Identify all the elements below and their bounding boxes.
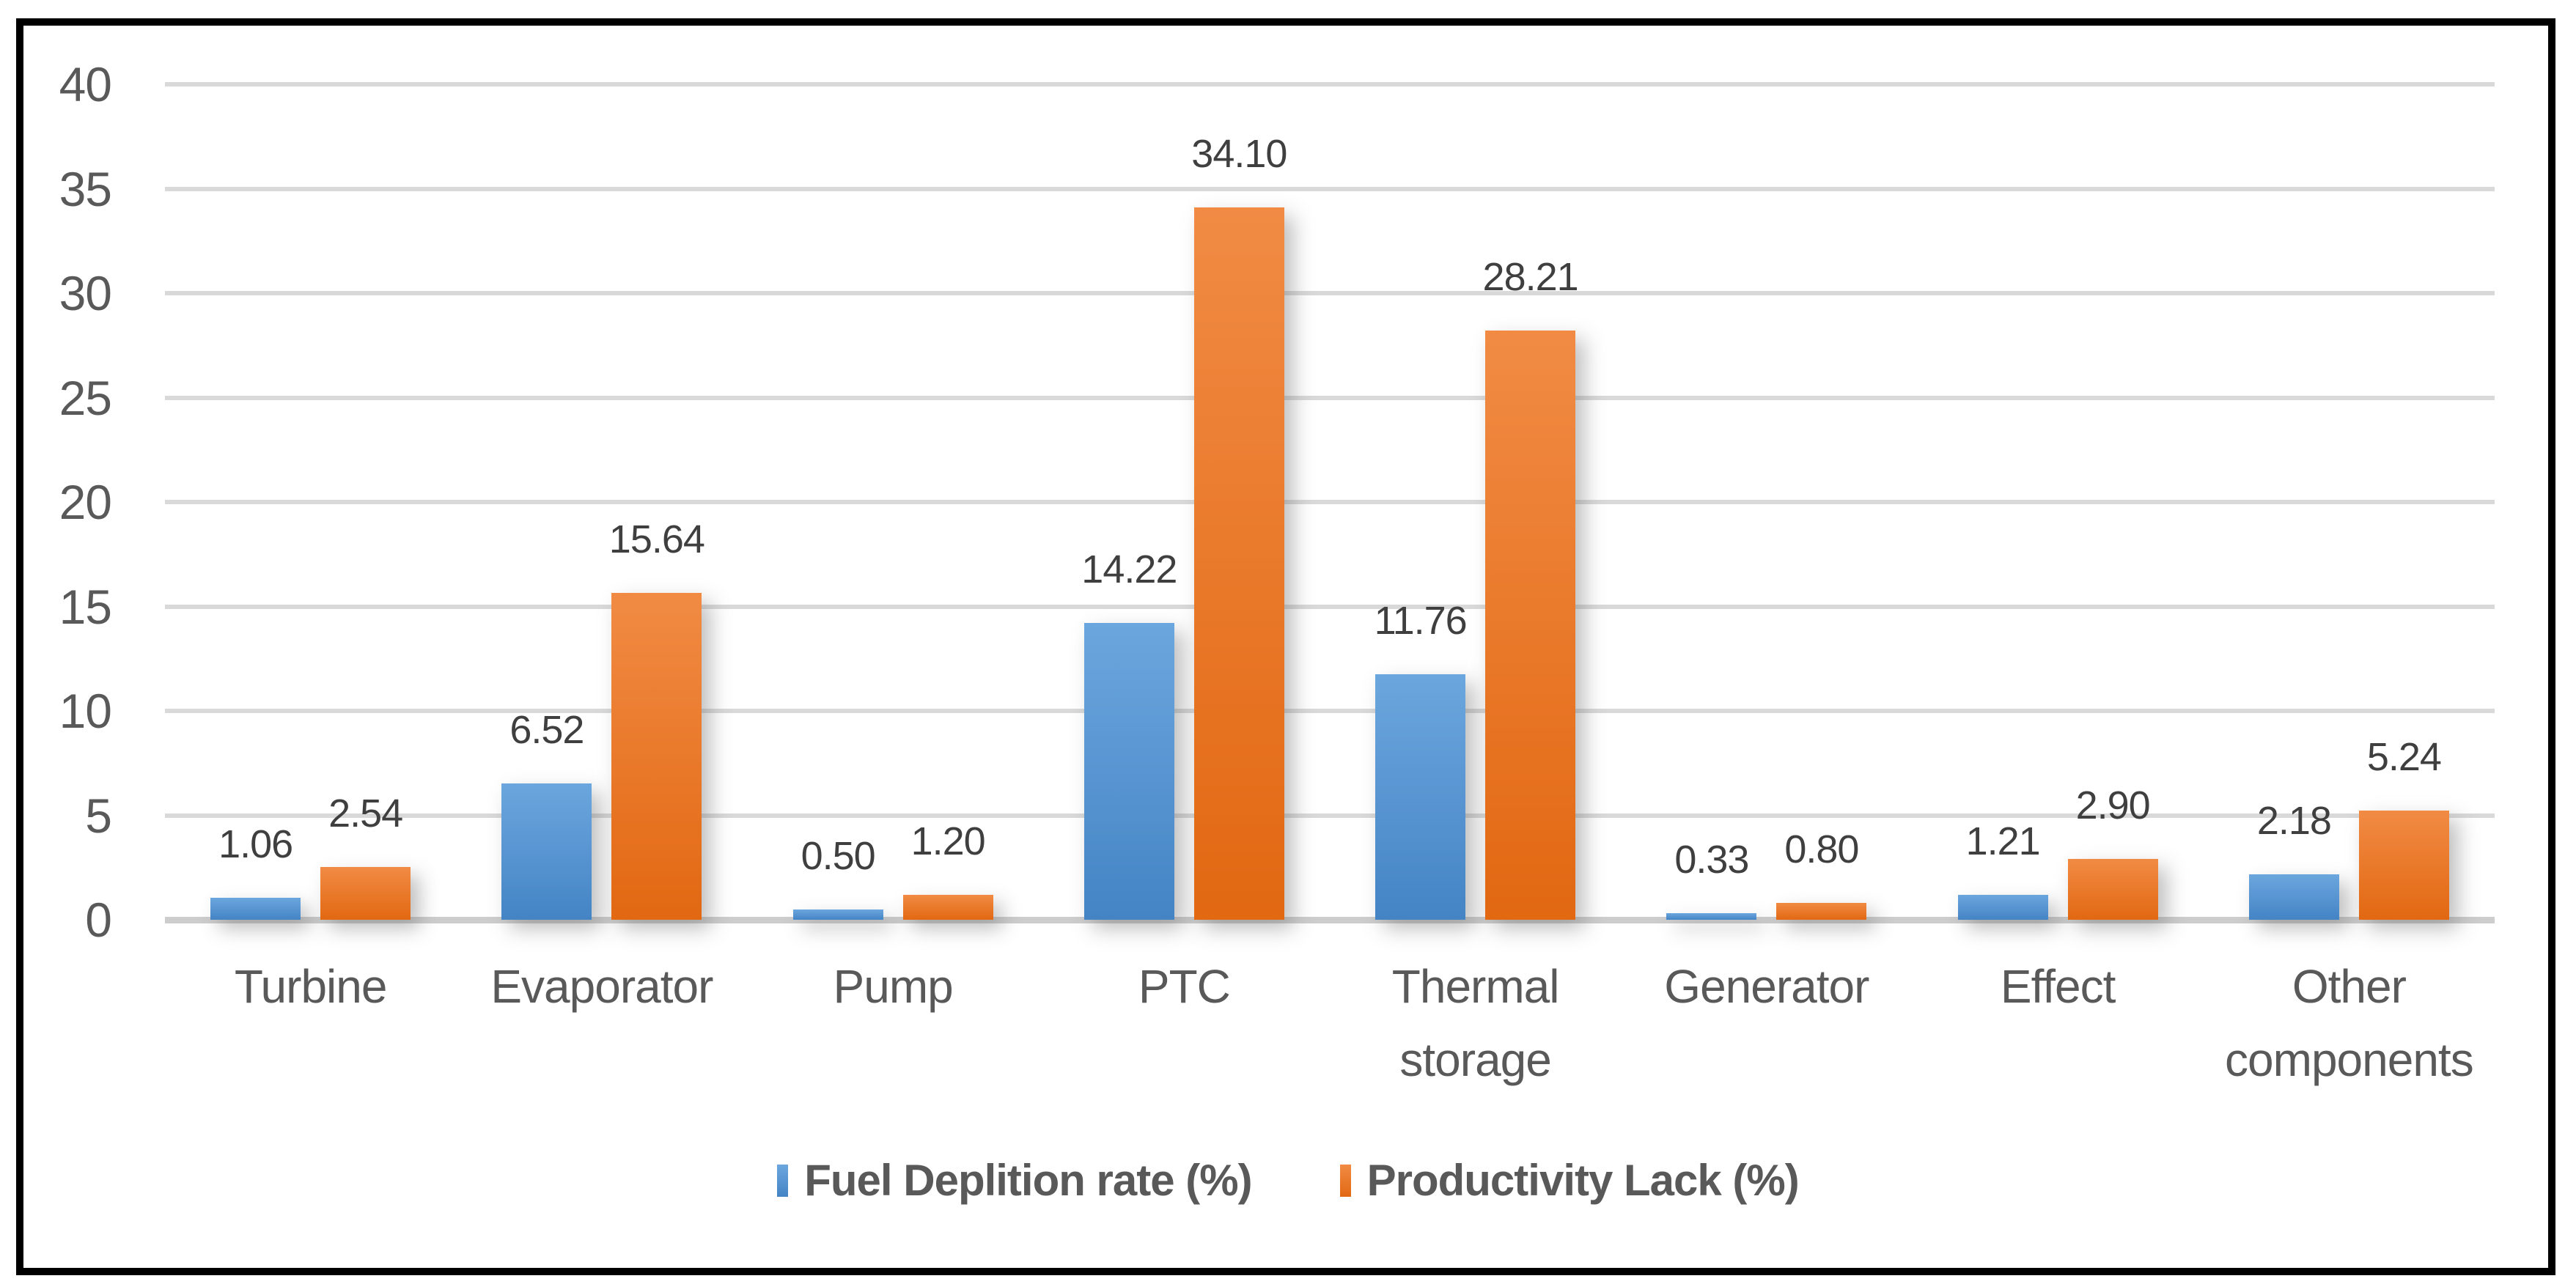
bar-value-label: 2.54	[328, 791, 403, 835]
y-axis-tick-label: 30	[59, 266, 112, 320]
bar-value-label: 1.20	[910, 819, 986, 863]
bar	[210, 897, 301, 920]
y-axis-tick-label: 10	[59, 684, 112, 738]
gridline	[165, 813, 2495, 818]
bar	[2358, 810, 2449, 920]
gridline	[165, 186, 2495, 191]
gridline	[165, 82, 2495, 86]
y-axis-tick-label: 40	[59, 57, 112, 111]
bar-value-label: 2.18	[2256, 798, 2332, 843]
category-axis: Turbine Evaporator Pump PTC Thermal storage G…	[165, 950, 2495, 1096]
category-label: Other components	[2225, 960, 2474, 1086]
bar	[1776, 903, 1867, 920]
category-label: PTC	[1138, 960, 1231, 1013]
category-label: Effect	[2000, 960, 2116, 1013]
bar	[1957, 894, 2048, 920]
bar	[1485, 331, 1576, 920]
category-label: Thermal storage	[1391, 960, 1560, 1086]
bar-value-label: 28.21	[1482, 255, 1579, 300]
category-label: Generator	[1664, 960, 1869, 1013]
bar	[611, 593, 702, 920]
legend-entry: Productivity Lack (%)	[1339, 1155, 1800, 1206]
bar-value-label: 0.33	[1674, 837, 1749, 882]
gridline	[165, 500, 2495, 504]
y-axis-tick-label: 15	[59, 579, 112, 634]
bar	[902, 894, 993, 920]
bar	[2248, 874, 2339, 920]
gridline-layer	[165, 0, 2495, 1284]
y-axis-tick-label: 20	[59, 475, 112, 529]
gridline	[165, 604, 2495, 609]
gridline	[165, 709, 2495, 713]
legend-swatch	[777, 1165, 789, 1197]
bar	[2067, 859, 2158, 920]
category-label: Turbine	[234, 960, 388, 1013]
legend-label: Productivity Lack (%)	[1366, 1156, 1800, 1205]
bar	[320, 866, 411, 920]
gridline	[165, 395, 2495, 400]
category-label: Pump	[833, 960, 954, 1013]
gridline	[165, 291, 2495, 295]
bar-value-label: 14.22	[1081, 547, 1177, 591]
bar	[792, 909, 883, 920]
legend-entry: Fuel Deplition rate (%)	[777, 1155, 1253, 1206]
legend-swatch	[1339, 1165, 1351, 1197]
bar-value-label: 0.50	[801, 833, 876, 878]
bar-value-label: 11.76	[1374, 598, 1468, 643]
y-axis-tick-label: 35	[59, 161, 112, 216]
bar	[1375, 674, 1466, 920]
bar	[1193, 207, 1284, 920]
legend-label: Fuel Deplition rate (%)	[804, 1156, 1252, 1205]
bar-value-label: 5.24	[2366, 734, 2442, 779]
x-axis-line	[165, 917, 2495, 923]
plot-area: 1.06 2.54 6.52 15.64 0.50 1.20 14.22 34.10 11.76…	[165, 84, 2495, 920]
bar-value-label: 2.90	[2075, 783, 2151, 828]
bar-value-label: 1.21	[1965, 819, 2041, 863]
category-label: Evaporator	[490, 960, 713, 1013]
bar-value-label: 0.80	[1784, 827, 1859, 872]
y-axis-tick-label: 0	[85, 893, 112, 947]
legend: Fuel Deplition rate (%) Productivity Lack…	[0, 1155, 2576, 1206]
bar-value-label: 1.06	[218, 822, 293, 866]
bar-value-label: 34.10	[1191, 132, 1287, 177]
y-axis-tick-label: 5	[85, 788, 112, 843]
bar	[1083, 622, 1174, 920]
bar	[1666, 912, 1757, 920]
bar-value-label: 6.52	[509, 708, 584, 753]
y-axis-tick-label: 25	[59, 370, 112, 425]
bar	[501, 783, 592, 920]
bar-value-label: 15.64	[608, 517, 705, 562]
